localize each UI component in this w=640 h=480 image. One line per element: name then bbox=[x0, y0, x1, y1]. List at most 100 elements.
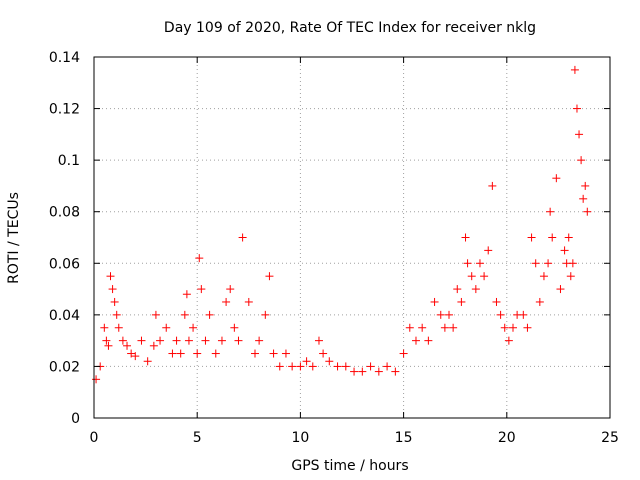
x-tick-label: 5 bbox=[193, 430, 202, 446]
x-tick-label: 10 bbox=[291, 430, 309, 446]
data-point bbox=[106, 272, 115, 281]
data-point bbox=[314, 336, 323, 345]
data-point bbox=[577, 156, 586, 165]
data-point bbox=[440, 323, 449, 332]
data-point bbox=[100, 323, 109, 332]
y-axis-label: ROTI / TECUs bbox=[6, 192, 22, 284]
data-point bbox=[535, 297, 544, 306]
data-point bbox=[184, 336, 193, 345]
data-point bbox=[269, 349, 278, 358]
data-point bbox=[556, 285, 565, 294]
data-point bbox=[238, 233, 247, 242]
data-point bbox=[527, 233, 536, 242]
data-point bbox=[552, 174, 561, 183]
data-point bbox=[453, 285, 462, 294]
data-point bbox=[572, 104, 581, 113]
x-tick-label: 0 bbox=[90, 430, 99, 446]
data-point bbox=[234, 336, 243, 345]
data-point bbox=[560, 246, 569, 255]
data-point bbox=[366, 362, 375, 371]
data-point bbox=[581, 181, 590, 190]
data-point bbox=[405, 323, 414, 332]
data-point bbox=[281, 349, 290, 358]
data-point bbox=[296, 362, 305, 371]
data-point bbox=[250, 349, 259, 358]
y-tick-label: 0 bbox=[71, 411, 80, 427]
chart-title: Day 109 of 2020, Rate Of TEC Index for r… bbox=[164, 20, 536, 36]
data-point bbox=[112, 310, 121, 319]
data-point bbox=[143, 357, 152, 366]
data-point bbox=[131, 352, 140, 361]
data-point bbox=[226, 285, 235, 294]
y-tick-label: 0.14 bbox=[49, 50, 80, 66]
data-point bbox=[275, 362, 284, 371]
data-point bbox=[424, 336, 433, 345]
data-point bbox=[162, 323, 171, 332]
data-point bbox=[333, 362, 342, 371]
data-point bbox=[195, 254, 204, 263]
data-point bbox=[197, 285, 206, 294]
data-point bbox=[383, 362, 392, 371]
data-point bbox=[568, 259, 577, 268]
data-point bbox=[358, 367, 367, 376]
data-point bbox=[102, 336, 111, 345]
y-tick-label: 0.12 bbox=[49, 102, 80, 118]
data-point bbox=[350, 367, 359, 376]
data-point bbox=[531, 259, 540, 268]
y-tick-label: 0.04 bbox=[49, 308, 80, 324]
data-point bbox=[123, 341, 132, 350]
y-tick-labels: 0 0.02 0.04 0.06 0.08 0.1 0.12 0.14 bbox=[49, 50, 80, 427]
axis-ticks bbox=[93, 56, 611, 419]
data-point bbox=[374, 367, 383, 376]
data-point bbox=[205, 310, 214, 319]
data-point bbox=[110, 297, 119, 306]
data-point bbox=[445, 310, 454, 319]
data-point bbox=[399, 349, 408, 358]
data-point bbox=[463, 259, 472, 268]
data-point bbox=[156, 336, 165, 345]
data-point bbox=[308, 362, 317, 371]
data-point bbox=[288, 362, 297, 371]
data-point bbox=[265, 272, 274, 281]
data-point bbox=[583, 207, 592, 216]
data-point bbox=[104, 341, 113, 350]
data-point bbox=[127, 349, 136, 358]
data-point bbox=[189, 323, 198, 332]
data-point bbox=[151, 310, 160, 319]
data-point bbox=[319, 349, 328, 358]
data-point bbox=[467, 272, 476, 281]
y-tick-label: 0.1 bbox=[58, 153, 80, 169]
data-point bbox=[475, 259, 484, 268]
data-point bbox=[539, 272, 548, 281]
data-point bbox=[137, 336, 146, 345]
data-point bbox=[261, 310, 270, 319]
data-point bbox=[118, 336, 127, 345]
y-tick-label: 0.02 bbox=[49, 359, 80, 375]
data-point bbox=[411, 336, 420, 345]
plot-frame bbox=[93, 56, 611, 419]
data-point bbox=[508, 323, 517, 332]
data-point bbox=[108, 285, 117, 294]
data-point bbox=[492, 297, 501, 306]
data-point bbox=[201, 336, 210, 345]
x-tick-labels: 0 5 10 15 20 25 bbox=[90, 430, 619, 446]
data-point bbox=[193, 349, 202, 358]
data-point bbox=[211, 349, 220, 358]
data-point bbox=[436, 310, 445, 319]
data-point bbox=[418, 323, 427, 332]
data-point bbox=[325, 357, 334, 366]
data-point bbox=[488, 181, 497, 190]
data-point bbox=[570, 65, 579, 74]
data-point bbox=[480, 272, 489, 281]
data-point bbox=[504, 336, 513, 345]
data-point bbox=[430, 297, 439, 306]
data-point bbox=[564, 233, 573, 242]
data-point bbox=[182, 290, 191, 299]
grid-lines bbox=[94, 57, 610, 418]
x-axis-label: GPS time / hours bbox=[291, 458, 408, 474]
data-point bbox=[391, 367, 400, 376]
data-point bbox=[341, 362, 350, 371]
x-tick-label: 25 bbox=[601, 430, 619, 446]
data-point bbox=[449, 323, 458, 332]
